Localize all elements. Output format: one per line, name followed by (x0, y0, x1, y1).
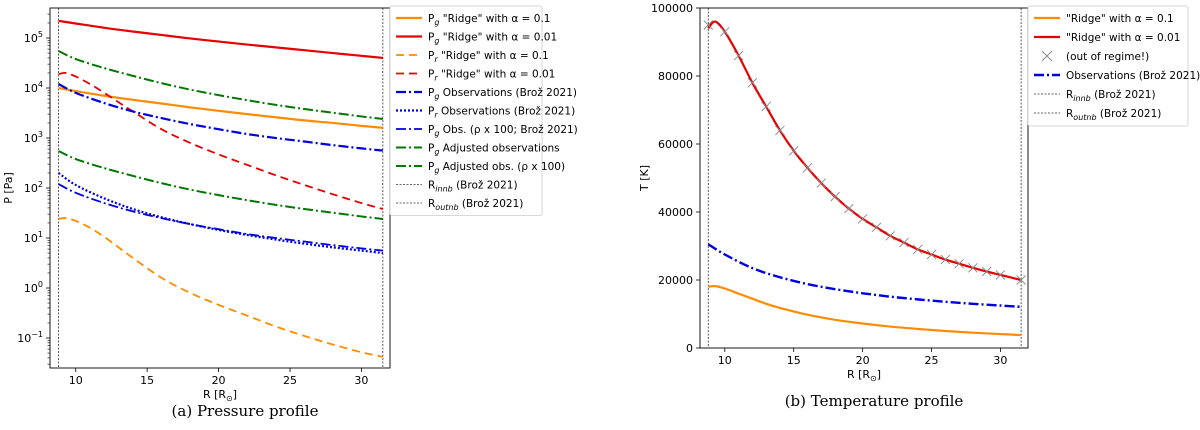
axes-frame (699, 7, 1029, 349)
series-line-2 (58, 217, 384, 358)
caption: (b) Temperature profile (785, 392, 964, 410)
y-tick-label: 40000 (658, 206, 693, 219)
x-axis-label: R [R⊙] (203, 388, 237, 403)
marker-x (926, 249, 937, 260)
legend-label-5: Pr Observations (Brož 2021) (428, 106, 575, 120)
y-axis-label: T [K] (638, 165, 651, 192)
legend-vline-label-1: Routnb (Brož 2021) (1066, 108, 1161, 122)
marker-x (747, 77, 758, 88)
series-line-4 (58, 83, 383, 152)
x-tick-label: 10 (718, 354, 732, 367)
legend-label-7: Pg Adjusted observations (428, 143, 560, 157)
series-line-1 (707, 20, 1022, 282)
legend-label-3: Observations (Brož 2021) (1066, 70, 1200, 82)
legend-vline-label-0: Rinnb (Brož 2021) (428, 180, 518, 194)
legend-box (389, 5, 543, 216)
y-axis-label: P [Pa] (2, 172, 15, 204)
y-tick-label: 101 (24, 230, 43, 245)
series-line-3 (707, 243, 1022, 309)
series-line-3 (58, 71, 384, 210)
y-tick-label: 100 (24, 280, 43, 295)
series-line-1 (58, 19, 383, 59)
panel-temperature: 10 15 20 25 30 0 20000 40000 60000 80000 100000 R [… (638, 2, 1200, 410)
y-tick-label: 0 (686, 342, 693, 355)
marker-x (719, 26, 730, 37)
series-line-6 (58, 183, 383, 252)
series-line-8 (58, 150, 383, 220)
legend-vline-label-0: Rinnb (Brož 2021) (1066, 89, 1156, 103)
y-tick-label: 100000 (651, 2, 693, 15)
series-line-5 (57, 172, 383, 255)
y-tick-label: 102 (24, 180, 43, 195)
y-tick-label: 103 (24, 130, 43, 145)
series-line-0 (58, 86, 383, 129)
x-tick-label: 25 (925, 354, 939, 367)
y-tick-label: 105 (24, 30, 43, 45)
legend: Pg "Ridge" with α = 0.1 Pg "Ridge" with α… (389, 5, 578, 216)
marker-x (885, 230, 896, 241)
x-tick-label: 10 (69, 374, 83, 387)
x-tick-label: 15 (140, 374, 154, 387)
marker-x (788, 145, 799, 156)
axes-frame (49, 7, 391, 369)
legend-label-2: Pr "Ridge" with α = 0.1 (428, 50, 549, 64)
marker-x (703, 20, 714, 30)
marker-x (954, 258, 964, 269)
x-tick-label: 20 (856, 354, 870, 367)
marker-x (844, 203, 854, 214)
marker-x (981, 266, 992, 277)
series-line-7 (58, 50, 383, 120)
marker-x (968, 262, 978, 273)
x-tick-label: 15 (787, 354, 801, 367)
marker-x (775, 125, 785, 136)
caption: (a) Pressure profile (172, 402, 319, 420)
y-tick-label: 10−1 (17, 330, 43, 345)
legend-label-1: "Ridge" with α = 0.01 (1066, 32, 1180, 44)
legend-label-2: (out of regime!) (1066, 51, 1149, 63)
legend-label-4: Pg Observations (Brož 2021) (428, 87, 577, 101)
y-tick-label: 104 (24, 80, 43, 95)
marker-x (995, 270, 1006, 280)
legend-marker-x (1041, 50, 1053, 62)
marker-x (899, 237, 909, 248)
legend-label-8: Pg Adjusted obs. (ρ x 100) (428, 161, 565, 175)
legend: "Ridge" with α = 0.1 "Ridge" with α = 0.0… (1027, 5, 1200, 127)
marker-x (733, 50, 744, 61)
marker-x (761, 101, 771, 112)
y-tick-label: 80000 (658, 70, 693, 83)
x-axis-label: R [R⊙] (847, 368, 881, 383)
legend-box (1027, 5, 1189, 127)
plot-area (703, 20, 1026, 337)
marker-x (802, 162, 813, 173)
y-tick-label: 20000 (658, 274, 693, 287)
panel-pressure: 10 15 20 25 30 10−1 100 101 102 103 104 105 R [R⊙] P … (2, 5, 578, 420)
legend-label-6: Pg Obs. (ρ x 100; Brož 2021) (428, 124, 578, 138)
marker-x (940, 254, 951, 265)
marker-x (830, 191, 840, 202)
marker-x (1016, 275, 1026, 285)
marker-x (871, 222, 882, 233)
plot-area (57, 19, 384, 358)
legend-label-3: Pr "Ridge" with α = 0.01 (428, 69, 555, 83)
series-line-0 (708, 284, 1022, 337)
marker-x (912, 244, 923, 255)
legend-vline-label-1: Routnb (Brož 2021) (428, 198, 523, 212)
series-out-of-regime-markers (703, 20, 1026, 285)
legend-label-1: Pg "Ridge" with α = 0.01 (428, 32, 557, 46)
x-tick-label: 25 (283, 374, 297, 387)
x-tick-label: 20 (212, 374, 226, 387)
legend-label-0: "Ridge" with α = 0.1 (1066, 13, 1174, 25)
marker-x (857, 213, 868, 224)
legend-label-0: Pg "Ridge" with α = 0.1 (428, 13, 550, 27)
marker-x (816, 178, 827, 188)
y-tick-label: 60000 (658, 138, 693, 151)
x-tick-label: 30 (993, 354, 1007, 367)
x-tick-label: 30 (354, 374, 368, 387)
